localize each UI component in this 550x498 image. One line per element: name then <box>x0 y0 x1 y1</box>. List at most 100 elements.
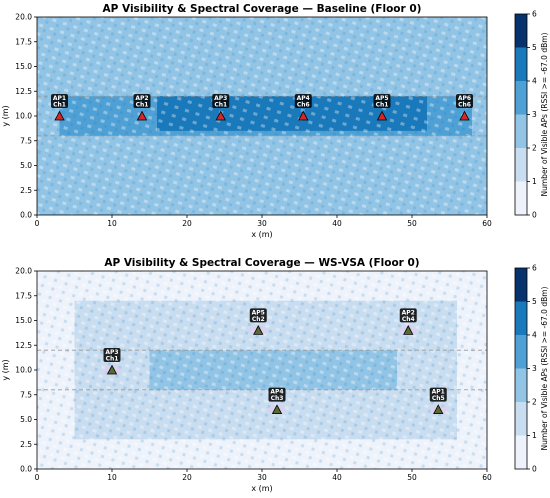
ap-channel-label: Ch3 <box>271 395 284 402</box>
ap-label-box <box>249 308 267 323</box>
ap-label-box <box>294 94 312 108</box>
colorbar-tick-label: 6 <box>532 10 537 19</box>
ap-marker <box>459 110 470 121</box>
y-tick-label: 7.5 <box>20 390 32 399</box>
y-tick-label: 20.0 <box>15 267 32 276</box>
ap-marker <box>106 364 118 375</box>
colorbar-segment <box>515 268 527 302</box>
chart-panel-2: 0 10 20 30 40 50 600.02.55.07.510.012.515.017.… <box>1 257 549 493</box>
colorbar-tick-label: 2 <box>532 144 537 153</box>
y-tick-label: 2.5 <box>20 186 32 195</box>
y-tick-label: 17.5 <box>15 291 32 300</box>
ap-label-box <box>51 94 68 108</box>
ap-label-box <box>212 94 230 108</box>
colorbar-tick-label: 1 <box>532 431 537 440</box>
y-tick-label: 10.0 <box>15 366 32 375</box>
ap-marker <box>376 110 388 121</box>
ap-name-label: AP4 <box>270 389 283 396</box>
y-tick-label: 5.0 <box>20 161 32 170</box>
x-tick-label: 60 <box>482 219 492 228</box>
x-tick-label: 0 <box>35 219 40 228</box>
colorbar-segment <box>515 81 527 115</box>
ap-channel-label: Ch4 <box>402 316 415 323</box>
ap-marker <box>253 325 264 335</box>
y-tick-label: 17.5 <box>15 37 32 46</box>
y-axis-label: y (m) <box>1 105 10 126</box>
colorbar-tick-label: 1 <box>532 177 537 186</box>
colorbar-segment <box>515 47 527 81</box>
colorbar-tick-label: 6 <box>532 264 537 273</box>
ap-name-label: AP3 <box>105 349 118 356</box>
x-tick-label: 30 <box>257 473 267 482</box>
colorbar-segment <box>515 435 527 469</box>
x-tick-label: 40 <box>332 219 342 228</box>
y-tick-label: 0.0 <box>20 465 32 474</box>
x-axis-label: x (m) <box>251 484 272 493</box>
colorbar-segment <box>515 301 527 335</box>
colorbar-segment <box>515 114 527 148</box>
coverage-texture <box>37 17 487 215</box>
ap-name-label: AP5 <box>252 309 265 316</box>
ap-marker <box>298 110 309 121</box>
y-tick-label: 0.0 <box>20 211 32 220</box>
ap-name-label: AP3 <box>214 95 227 102</box>
colorbar-label: Number of Visible APs (RSSI >= -67.0 dBm… <box>540 286 549 450</box>
ap-name-label: AP6 <box>458 95 471 102</box>
colorbar-segment <box>515 335 527 369</box>
y-tick-label: 7.5 <box>20 136 32 145</box>
chart-title: AP Visibility & Spectral Coverage — Base… <box>103 3 422 15</box>
x-tick-label: 40 <box>332 473 342 482</box>
x-tick-label: 50 <box>407 219 417 228</box>
ap-name-label: AP1 <box>53 95 66 102</box>
ap-name-label: AP4 <box>297 95 310 102</box>
colorbar-tick-label: 0 <box>532 465 537 474</box>
x-tick-label: 20 <box>182 219 192 228</box>
colorbar-label: Number of Visible APs (RSSI >= -67.0 dBm… <box>540 32 549 196</box>
ap-marker <box>54 110 65 121</box>
ap-channel-label: Ch6 <box>297 102 310 109</box>
colorbar-segment <box>515 181 527 215</box>
ap-channel-label: Ch5 <box>432 395 445 402</box>
colorbar-tick-label: 2 <box>532 398 537 407</box>
y-tick-label: 10.0 <box>15 112 32 121</box>
colorbar-tick-label: 5 <box>532 297 537 306</box>
ap-label-box <box>456 94 473 108</box>
colorbar-segment <box>515 14 527 48</box>
x-tick-label: 10 <box>107 473 117 482</box>
chart-title: AP Visibility & Spectral Coverage — WS-V… <box>104 257 419 269</box>
ap-channel-label: Ch1 <box>136 102 149 109</box>
y-axis-label: y (m) <box>1 359 10 380</box>
colorbar-segment <box>515 368 527 402</box>
ap-name-label: AP2 <box>402 309 415 316</box>
x-tick-label: 30 <box>257 219 267 228</box>
colorbar-tick-label: 3 <box>532 364 537 373</box>
x-tick-label: 20 <box>182 473 192 482</box>
ap-channel-label: Ch2 <box>252 316 265 323</box>
ap-marker <box>136 110 148 121</box>
x-tick-label: 60 <box>482 473 492 482</box>
x-tick-label: 10 <box>107 219 117 228</box>
ap-marker <box>271 404 283 415</box>
ap-marker <box>433 404 444 415</box>
ap-label-box <box>429 387 447 402</box>
ap-label-box <box>103 348 121 362</box>
y-tick-label: 12.5 <box>15 87 32 96</box>
y-tick-label: 15.0 <box>15 316 32 325</box>
ap-channel-label: Ch1 <box>376 102 389 109</box>
y-tick-label: 15.0 <box>15 62 32 71</box>
y-tick-label: 2.5 <box>20 440 32 449</box>
ap-channel-label: Ch6 <box>458 102 471 109</box>
chart-panel-1: 0 10 20 30 40 50 60 0.0 2.5 5.0 7.5 10.0 12.5 15.0 17.… <box>1 3 549 239</box>
x-axis-label: x (m) <box>251 230 272 239</box>
colorbar-tick-label: 3 <box>532 110 537 119</box>
colorbar-segment <box>515 402 527 436</box>
ap-name-label: AP5 <box>375 95 388 102</box>
ap-label-box <box>373 94 391 108</box>
colorbar-tick-label: 4 <box>532 77 537 86</box>
y-tick-label: 20.0 <box>15 13 32 22</box>
colorbar-tick-label: 4 <box>532 331 537 340</box>
ap-name-label: AP2 <box>135 95 148 102</box>
ap-marker <box>215 110 226 121</box>
ap-label-box <box>268 387 286 402</box>
